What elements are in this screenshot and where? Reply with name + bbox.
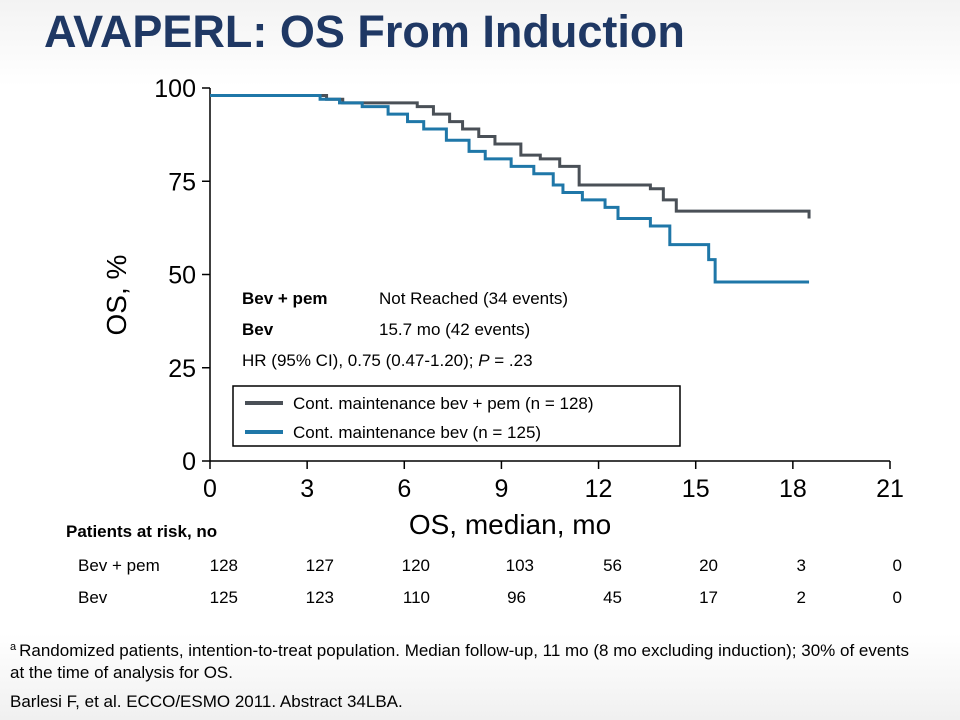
- footnote: a Randomized patients, intention-to-treat…: [10, 636, 910, 684]
- y-axis-label: OS, %: [101, 255, 132, 336]
- risk-cell: 17: [699, 588, 718, 607]
- stats-row2-label: Bev: [242, 320, 274, 339]
- y-ticks: 0 25 50 75 100: [154, 75, 210, 476]
- y-tick-label: 100: [154, 75, 196, 103]
- stats-row1-value: Not Reached (34 events): [379, 289, 568, 308]
- series-layer: [210, 93, 811, 284]
- x-tick-label: 6: [397, 475, 411, 503]
- x-tick-label: 0: [203, 475, 217, 503]
- x-ticks: 0 3 6 9 12 15 18 21: [203, 461, 904, 503]
- risk-row-label: Bev + pem: [78, 556, 160, 575]
- hr-p-label: P: [478, 351, 490, 370]
- risk-cell: 3: [796, 556, 806, 575]
- risk-cell: 103: [505, 556, 534, 575]
- risk-row-label: Bev: [78, 588, 108, 607]
- citation: Barlesi F, et al. ECCO/ESMO 2011. Abstra…: [10, 692, 403, 711]
- x-tick-label: 18: [779, 475, 807, 503]
- risk-cell: 56: [603, 556, 622, 575]
- risk-cell: 110: [402, 588, 430, 607]
- y-tick-label: 50: [168, 262, 196, 290]
- y-tick-label: 75: [168, 168, 196, 196]
- risk-cell: 2: [796, 588, 806, 607]
- risk-cell: 128: [209, 556, 238, 575]
- hr-prefix: HR (95% CI), 0.75 (0.47-1.20);: [242, 351, 478, 370]
- hazard-ratio-text: HR (95% CI), 0.75 (0.47-1.20); P = .23: [242, 351, 533, 370]
- risk-cell: 125: [209, 588, 238, 607]
- x-tick-label: 12: [585, 475, 613, 503]
- risk-cell: 123: [305, 588, 334, 607]
- legend: Cont. maintenance bev + pem (n = 128) Co…: [232, 385, 681, 447]
- risk-cell: 0: [892, 588, 902, 607]
- y-tick-label: 25: [168, 355, 196, 383]
- hr-p-value: = .23: [490, 351, 533, 370]
- legend-label-bev-pem: Cont. maintenance bev + pem (n = 128): [293, 394, 594, 413]
- footnote-text: Randomized patients, intention-to-treat …: [10, 641, 909, 682]
- x-tick-label: 3: [300, 475, 314, 503]
- stats-row2-value: 15.7 mo (42 events): [379, 320, 530, 339]
- risk-cell: 0: [892, 556, 902, 575]
- x-tick-label: 15: [682, 475, 710, 503]
- risk-cell: 20: [699, 556, 718, 575]
- y-tick-label: 0: [182, 448, 196, 476]
- risk-cell: 96: [507, 588, 526, 607]
- slide-title: AVAPERL: OS From Induction: [44, 6, 685, 57]
- stats-row1-label: Bev + pem: [242, 289, 328, 308]
- series-line-1: [210, 93, 810, 284]
- risk-table-title: Patients at risk, no: [66, 522, 218, 541]
- footnote-marker: a: [10, 641, 17, 653]
- legend-box: [232, 385, 681, 447]
- x-tick-label: 21: [876, 475, 904, 503]
- series-line-0: [210, 93, 811, 219]
- risk-cell: 120: [401, 556, 430, 575]
- risk-row-bev-pem: Bev + pem 128 127 120 103 56 20 3 0: [0, 556, 960, 578]
- risk-cell: 127: [305, 556, 334, 575]
- risk-cell: 45: [603, 588, 622, 607]
- x-tick-label: 9: [494, 475, 508, 503]
- x-axis-label: OS, median, mo: [409, 509, 611, 540]
- risk-row-bev: Bev 125 123 110 96 45 17 2 0: [0, 588, 960, 610]
- legend-label-bev: Cont. maintenance bev (n = 125): [293, 423, 541, 442]
